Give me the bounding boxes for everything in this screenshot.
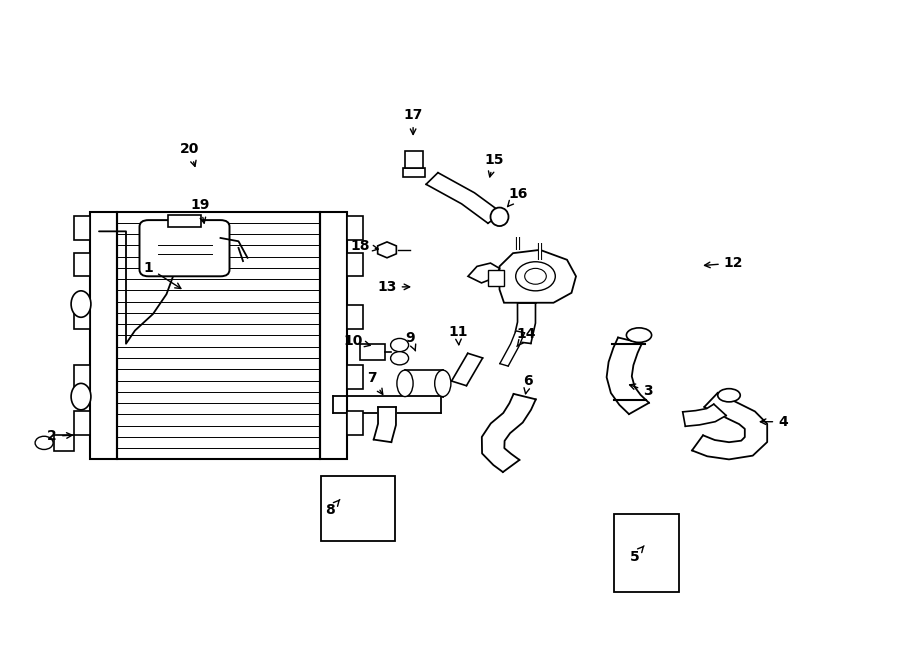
Text: 11: 11	[448, 325, 468, 345]
Bar	[74, 365, 90, 389]
Bar	[346, 411, 363, 435]
Text: 16: 16	[508, 187, 528, 207]
Polygon shape	[336, 485, 375, 531]
Ellipse shape	[718, 389, 740, 402]
Polygon shape	[629, 525, 647, 585]
Bar	[405, 151, 423, 168]
Bar	[74, 253, 90, 276]
FancyBboxPatch shape	[140, 220, 230, 276]
Polygon shape	[500, 331, 525, 366]
Polygon shape	[482, 394, 536, 472]
Polygon shape	[452, 353, 482, 386]
Ellipse shape	[71, 291, 91, 317]
Polygon shape	[513, 303, 536, 344]
Ellipse shape	[435, 370, 451, 397]
Bar	[614, 514, 679, 592]
Circle shape	[391, 338, 409, 352]
Polygon shape	[488, 270, 504, 286]
Text: 1: 1	[144, 260, 181, 288]
Bar	[360, 344, 385, 360]
Bar	[346, 365, 363, 389]
Polygon shape	[683, 404, 726, 426]
Bar	[168, 215, 201, 227]
Ellipse shape	[397, 370, 413, 397]
Text: 10: 10	[343, 334, 370, 348]
Bar	[74, 216, 90, 240]
Bar	[320, 212, 346, 459]
Text: 7: 7	[367, 371, 382, 395]
Text: 13: 13	[377, 280, 410, 294]
Text: 4: 4	[760, 414, 788, 429]
Ellipse shape	[71, 383, 91, 410]
Circle shape	[525, 268, 546, 284]
Text: 2: 2	[48, 429, 72, 444]
Polygon shape	[500, 250, 576, 303]
Text: 15: 15	[484, 153, 504, 177]
Polygon shape	[374, 407, 396, 442]
Bar	[74, 305, 90, 329]
Polygon shape	[607, 338, 649, 414]
Bar	[321, 476, 395, 541]
Text: 14: 14	[517, 327, 536, 346]
Text: 18: 18	[350, 239, 378, 253]
Polygon shape	[426, 173, 502, 223]
Bar	[117, 212, 320, 459]
Ellipse shape	[626, 328, 652, 342]
Bar	[54, 435, 74, 451]
Text: 12: 12	[705, 256, 743, 270]
Bar	[346, 216, 363, 240]
Bar	[90, 212, 117, 459]
Polygon shape	[692, 393, 767, 459]
Bar	[403, 168, 425, 177]
Bar	[346, 253, 363, 276]
Circle shape	[391, 352, 409, 365]
Polygon shape	[333, 396, 441, 413]
Bar	[74, 411, 90, 435]
Text: 19: 19	[190, 198, 210, 223]
Circle shape	[35, 436, 53, 449]
Circle shape	[516, 262, 555, 291]
Text: 6: 6	[524, 373, 533, 394]
Text: 20: 20	[180, 142, 200, 167]
Text: 5: 5	[630, 546, 644, 564]
Polygon shape	[405, 370, 443, 397]
Text: 3: 3	[630, 384, 652, 399]
Ellipse shape	[491, 208, 508, 226]
Text: 9: 9	[406, 331, 416, 351]
Bar	[346, 305, 363, 329]
Text: 17: 17	[403, 108, 423, 134]
Polygon shape	[468, 263, 500, 283]
Text: 8: 8	[326, 500, 340, 518]
